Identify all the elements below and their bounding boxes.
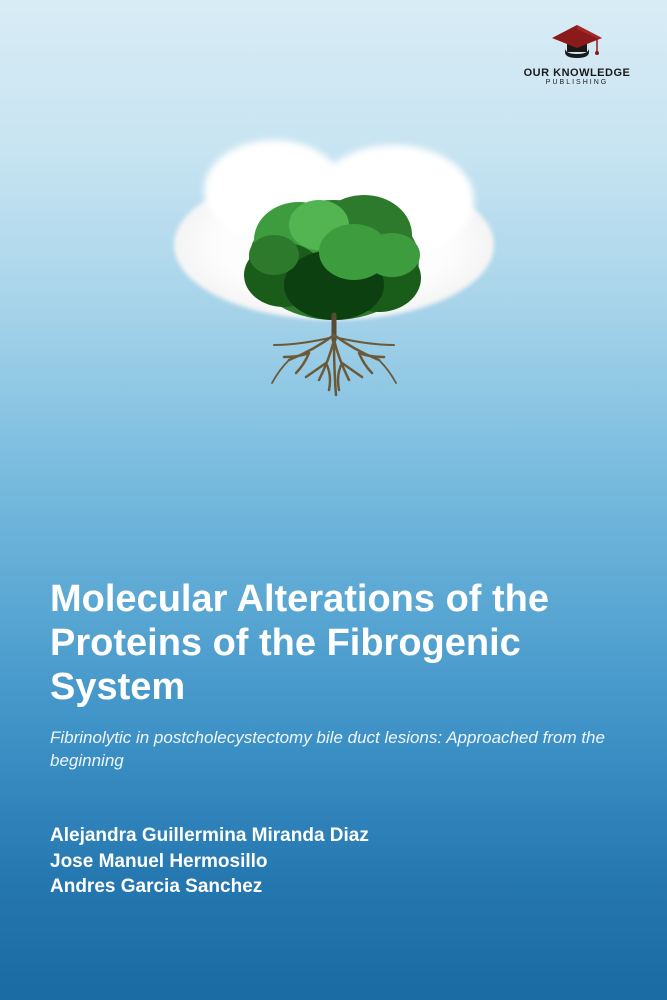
publisher-name: OUR KNOWLEDGE PUBLISHING: [517, 67, 637, 87]
publisher-line2: PUBLISHING: [517, 79, 637, 87]
tree-icon: [224, 165, 444, 405]
author-name: Alejandra Guillermina Miranda Diaz: [50, 823, 617, 849]
publisher-logo: OUR KNOWLEDGE PUBLISHING: [517, 20, 637, 87]
cover-illustration: [144, 130, 524, 410]
book-subtitle: Fibrinolytic in postcholecystectomy bile…: [50, 727, 617, 773]
book-title: Molecular Alterations of the Proteins of…: [50, 578, 617, 709]
grad-cap-icon: [547, 20, 607, 65]
publisher-line1: OUR KNOWLEDGE: [517, 67, 637, 79]
author-name: Jose Manuel Hermosillo: [50, 849, 617, 875]
author-name: Andres Garcia Sanchez: [50, 874, 617, 900]
authors-list: Alejandra Guillermina Miranda Diaz Jose …: [50, 823, 617, 900]
text-block: Molecular Alterations of the Proteins of…: [50, 578, 617, 900]
